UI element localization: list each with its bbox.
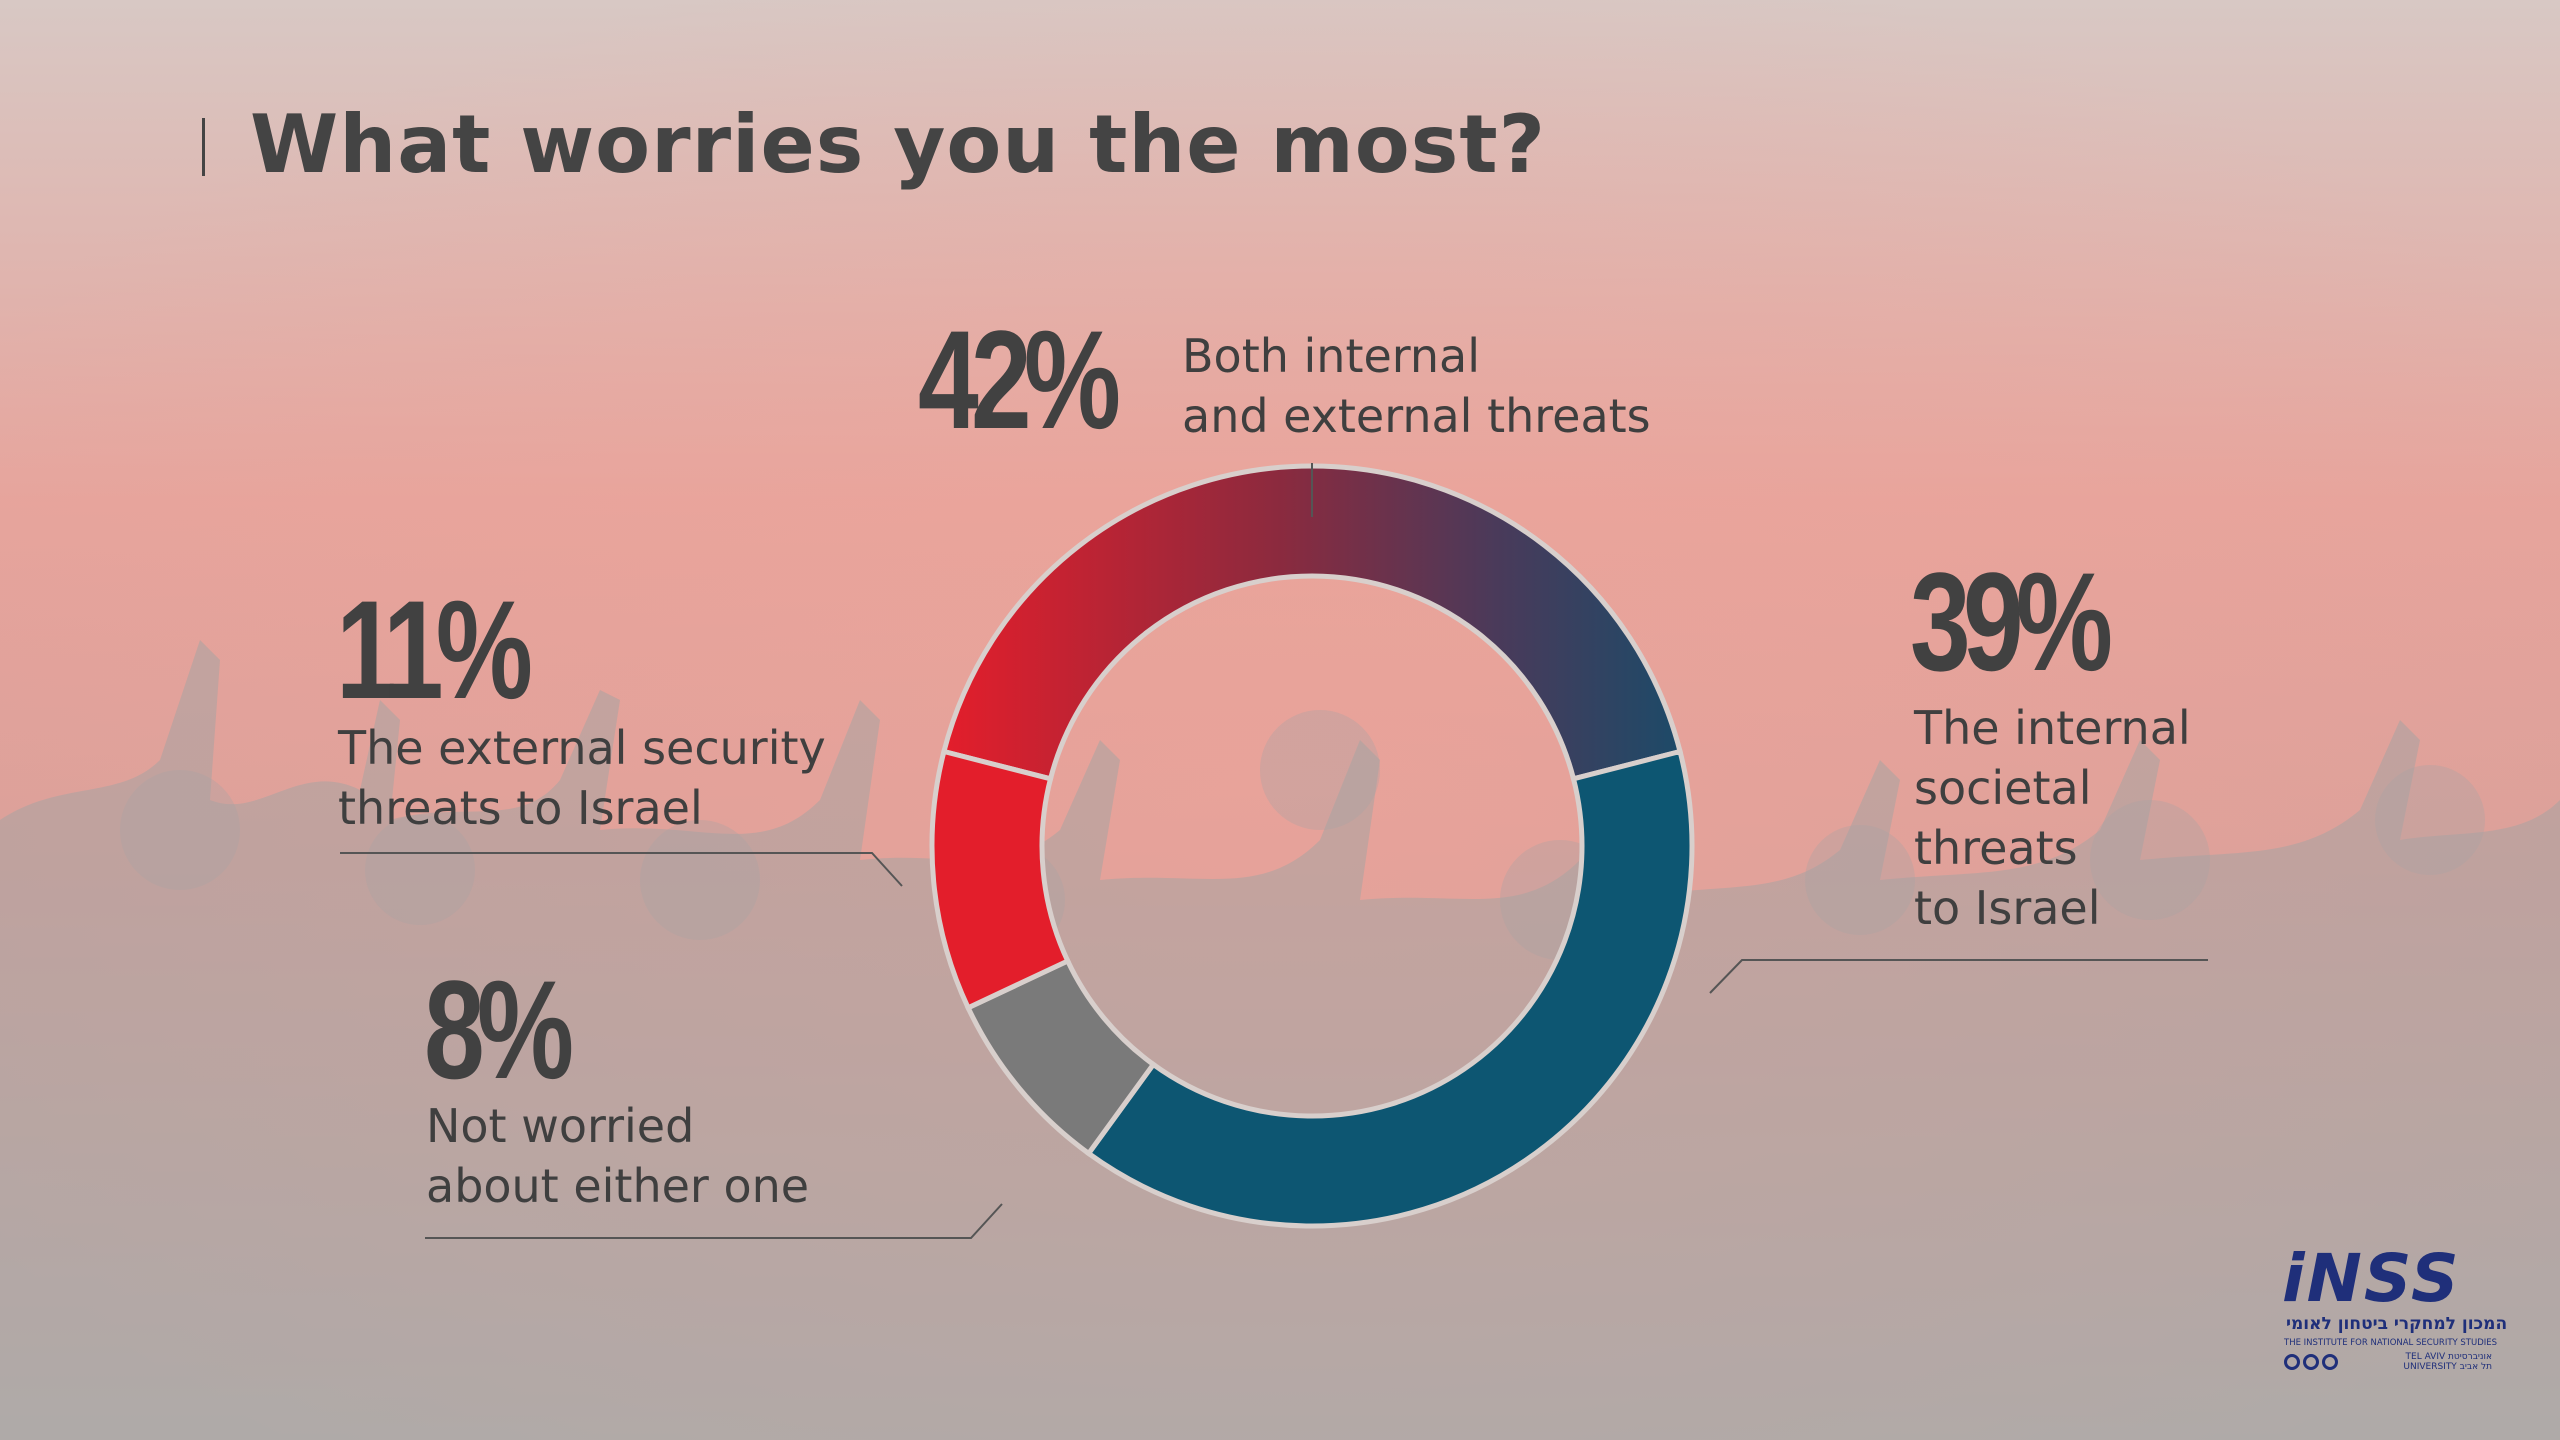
label-internal: The internal societal threats to Israel	[1914, 701, 2191, 935]
inss-logo: iNSS המכון למחקרי ביטחון לאומי THE INSTI…	[2282, 1240, 2507, 1378]
pct-external: 11%	[336, 571, 533, 728]
logo-wordmark: iNSS	[2282, 1240, 2461, 1317]
label-external: The external security threats to Israel	[338, 721, 826, 835]
logo-english: THE INSTITUTE FOR NATIONAL SECURITY STUD…	[2284, 1338, 2498, 1348]
page-title: What worries you the most?	[250, 98, 1546, 191]
slice-internal	[1085, 748, 1695, 1229]
slice-external	[929, 748, 1072, 1012]
leader-line-none	[425, 1203, 1003, 1239]
logo-university: TEL AVIV אוניברסיטת UNIVERSITY תל אביב	[2403, 1352, 2492, 1372]
pct-none: 8%	[424, 951, 574, 1108]
title-accent-bar	[202, 118, 205, 176]
label-both: Both internal and external threats	[1182, 329, 1651, 443]
crowd-silhouettes	[0, 640, 2560, 1440]
leader-line-external	[340, 852, 903, 887]
logo-rings-icon	[2284, 1354, 2341, 1375]
leader-line-internal	[1709, 959, 2208, 994]
slice-both	[940, 463, 1684, 782]
label-none: Not worried about either one	[426, 1099, 810, 1213]
pct-internal: 39%	[1910, 543, 2113, 700]
logo-hebrew: המכון למחקרי ביטחון לאומי	[2286, 1314, 2508, 1334]
pct-both: 42%	[918, 301, 1121, 458]
